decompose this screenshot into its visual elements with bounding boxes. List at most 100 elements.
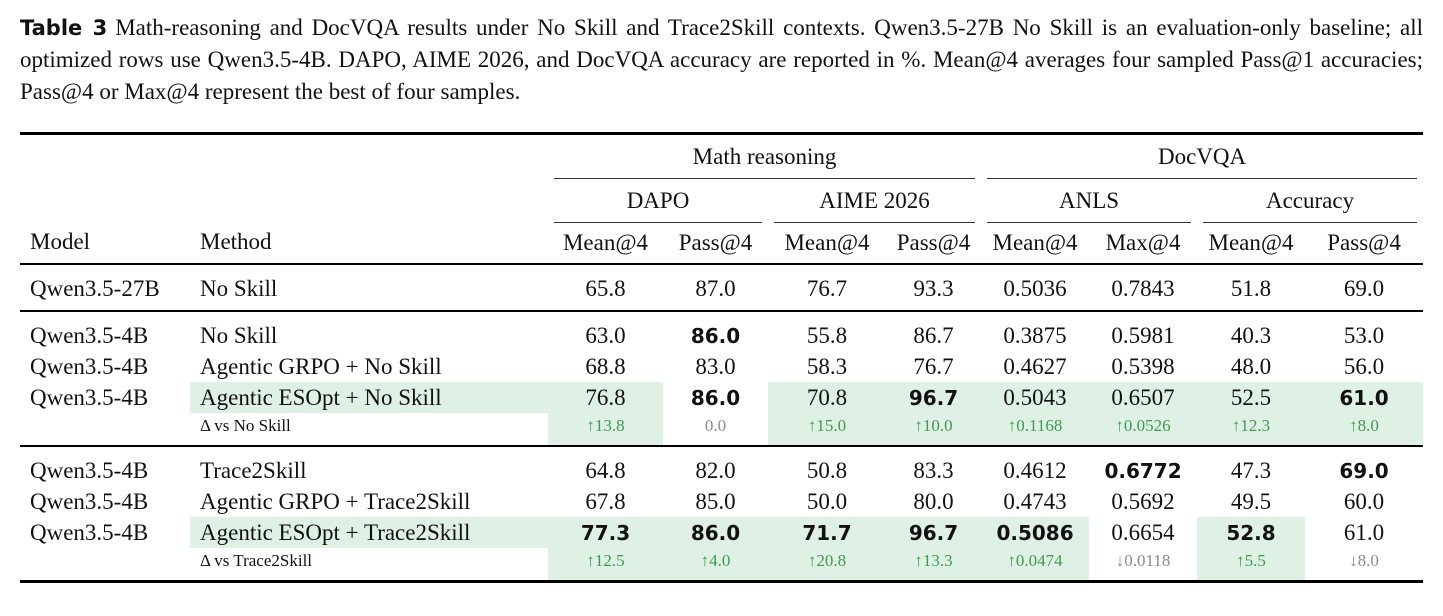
metric-header: Mean@4 [768,223,886,265]
model-cell: Qwen3.5-27B [20,263,190,311]
value-cell: 85.0 [695,488,736,514]
value-cell: 82.0 [663,445,768,486]
model-cell [20,548,190,582]
delta-cell: ↓8.0 [1349,551,1379,570]
value-cell: 71.7 [768,517,886,548]
value-cell: 86.0 [663,517,768,548]
model-cell: Qwen3.5-4B [20,445,190,486]
value-cell: 52.5 [1197,382,1306,413]
delta-cell: ↓0.0118 [1115,551,1171,570]
results-table: Model Method Math reasoning DocVQA DAPO AIME … [20,132,1424,583]
value-cell: 0.5086 [981,517,1090,548]
value-cell: 80.0 [913,488,954,514]
metric-header: Pass@4 [1305,223,1424,265]
caption-text: Math-reasoning and DocVQA results under … [20,15,1423,104]
value-cell: 47.3 [1197,445,1306,486]
value-cell: 0.6654 [1111,519,1175,545]
method-cell: Agentic ESOpt + Trace2Skill [190,517,548,548]
model-cell: Qwen3.5-4B [30,488,149,514]
delta-cell: ↑8.0 [1305,413,1424,446]
model-cell: Qwen3.5-4B [20,310,190,351]
value-cell: 83.0 [695,353,736,379]
delta-cell: ↑12.5 [548,548,663,582]
header-row: Model Method Math reasoning DocVQA [20,134,1423,254]
data-row: Qwen3.5-4B No Skill 63.0 86.0 55.8 86.7 0.3875… [20,310,1424,351]
method-cell: Agentic ESOpt + No Skill [190,382,548,413]
value-cell: 76.8 [548,382,663,413]
metric-header: Pass@4 [886,223,982,265]
value-cell: 86.0 [690,385,741,410]
value-cell: 0.5692 [1111,488,1175,514]
value-cell: 77.3 [548,517,663,548]
value-cell: 50.8 [768,445,886,486]
data-row: Qwen3.5-4B Agentic GRPO + No Skill 68.8 83.… [20,351,1423,382]
delta-cell: ↑0.0526 [1089,413,1198,446]
value-cell: 86.7 [886,310,982,351]
subgroup-name: AIME 2026 [774,180,976,223]
delta-cell: ↑5.5 [1197,548,1306,582]
group-name: Math reasoning [554,136,976,179]
group-header: DocVQA [981,134,1423,180]
subgroup-name: Accuracy [1203,180,1418,223]
delta-label: Δ vs No Skill [200,416,291,435]
caption: Table 3 Math-reasoning and DocVQA results… [20,12,1423,108]
value-cell: 0.6507 [1089,382,1198,413]
model-cell: Qwen3.5-4B [30,353,149,379]
value-cell: 87.0 [663,263,768,311]
column-header: Method [200,229,272,254]
header-row: Mean@4 Pass@4 Mean@4 Pass@4 Mean@4 Max@4 Mean@… [20,223,1424,265]
value-cell: 83.3 [886,445,982,486]
subgroup-header: ANLS [981,179,1197,223]
table-head: Model Method Math reasoning DocVQA DAPO AIME … [20,134,1424,265]
delta-cell: ↑13.8 [548,413,663,446]
delta-cell: ↑0.0474 [981,548,1090,582]
subgroup-header: AIME 2026 [768,179,981,223]
value-cell: 55.8 [768,310,886,351]
value-cell: 58.3 [806,353,848,379]
value-cell: 51.8 [1197,263,1306,311]
method-cell: Agentic GRPO + No Skill [200,353,442,379]
value-cell: 0.5043 [981,382,1090,413]
value-cell: 0.7843 [1089,263,1198,311]
value-cell: 50.0 [806,488,848,514]
value-cell: 76.7 [768,263,886,311]
value-cell: 61.0 [1305,382,1424,413]
value-cell: 67.8 [585,488,626,514]
delta-cell: ↑20.8 [768,548,886,582]
value-cell: 65.8 [548,263,663,311]
delta-cell: ↑15.0 [768,413,886,446]
value-cell: 48.0 [1230,353,1272,379]
delta-cell: 0.0 [704,416,727,435]
subgroup-name: ANLS [987,180,1192,223]
table-body: Qwen3.5-27B No Skill 65.8 87.0 76.7 93.3 0.503… [20,263,1424,582]
delta-cell: ↑10.0 [886,413,982,446]
value-cell: 70.8 [768,382,886,413]
delta-cell: ↑0.1168 [981,413,1090,446]
data-row: Qwen3.5-4B Trace2Skill 64.8 82.0 50.8 83.3 0.4… [20,445,1424,486]
value-cell: 96.7 [886,517,982,548]
value-cell: 0.3875 [981,310,1090,351]
delta-cell: ↑13.3 [886,548,982,582]
value-cell: 40.3 [1197,310,1306,351]
method-cell: No Skill [190,263,548,311]
subgroup-header: Accuracy [1197,179,1423,223]
data-row: Qwen3.5-4B Agentic ESOpt + Trace2Skill 77.… [20,517,1423,548]
method-cell: Agentic GRPO + Trace2Skill [200,488,471,514]
group-header: Math reasoning [548,134,981,180]
value-cell: 0.4612 [981,445,1090,486]
delta-cell: ↑12.3 [1197,413,1306,446]
value-cell: 68.8 [585,353,626,379]
subgroup-name: DAPO [554,180,762,223]
subgroup-header: DAPO [548,179,768,223]
delta-cell: ↑4.0 [663,548,768,582]
value-cell: 53.0 [1305,310,1424,351]
method-cell: No Skill [190,310,548,351]
value-cell: 64.8 [548,445,663,486]
value-cell: 93.3 [886,263,982,311]
value-cell: 0.4627 [1003,353,1067,379]
value-cell: 76.7 [913,353,954,379]
metric-header: Mean@4 [548,223,663,265]
delta-row: Δ vs Trace2Skill ↑12.5 ↑4.0 ↑20.8 ↑13.3 ↑0.04… [20,548,1423,582]
header-row: DAPO AIME 2026 ANLS Accuracy [20,179,1423,223]
delta-label: Δ vs Trace2Skill [200,551,313,570]
